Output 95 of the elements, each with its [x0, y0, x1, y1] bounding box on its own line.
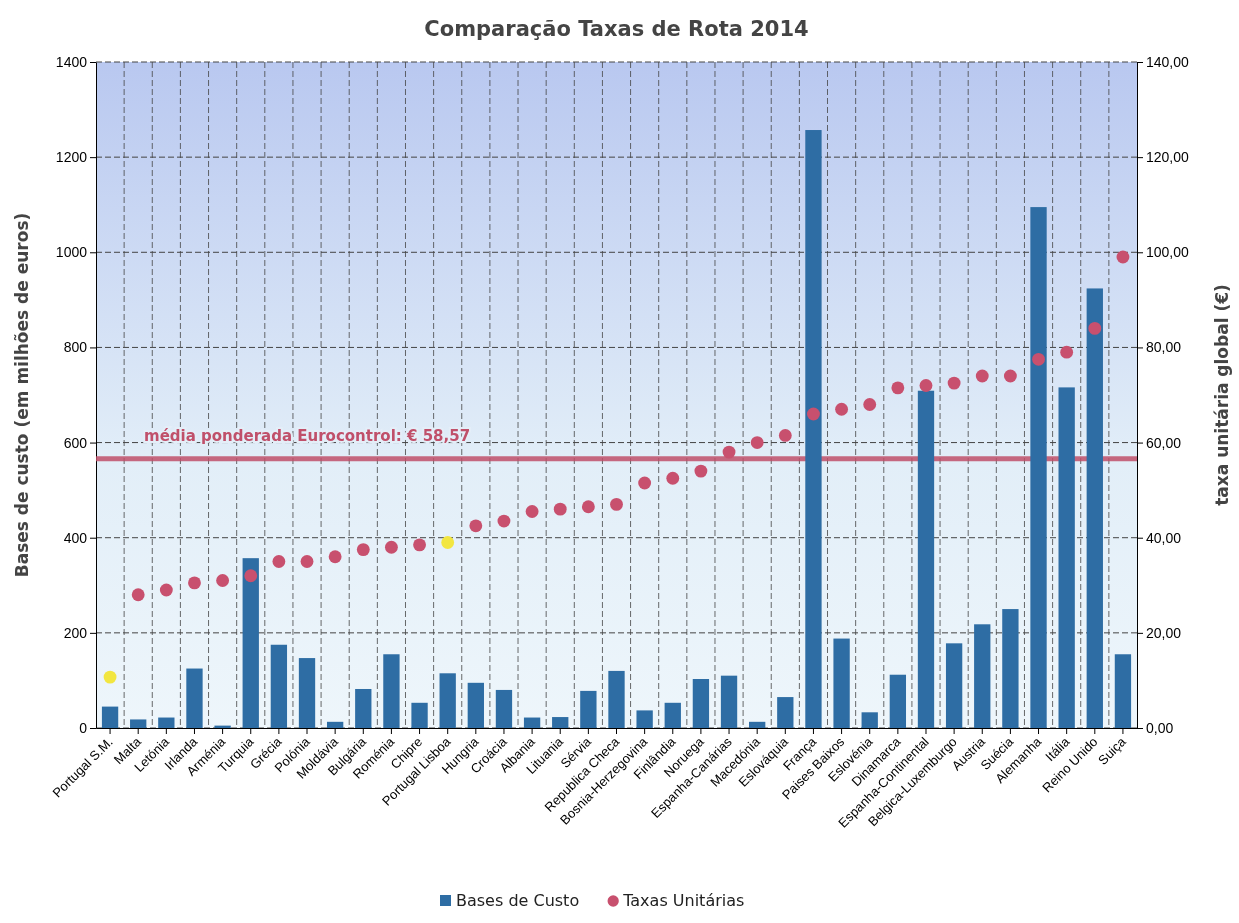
- bar: [833, 638, 850, 728]
- point: [581, 500, 595, 514]
- point: [328, 550, 342, 564]
- point: [975, 369, 989, 383]
- y2-tick-label: 0,00: [1146, 719, 1174, 736]
- bar: [467, 682, 484, 728]
- bar: [439, 673, 456, 728]
- point: [778, 429, 792, 442]
- point: [497, 514, 511, 528]
- point: [750, 436, 764, 449]
- bar: [270, 644, 288, 728]
- bar: [720, 675, 738, 728]
- y2-tick-label: 20,00: [1146, 624, 1182, 641]
- bar: [495, 689, 513, 728]
- y2-tick-label: 140,00: [1146, 53, 1190, 70]
- y-axis-title: Bases de custo (em milhões de euros): [12, 212, 32, 578]
- point: [413, 538, 426, 552]
- point: [891, 381, 905, 395]
- bar: [692, 679, 710, 728]
- bar: [917, 390, 935, 728]
- bar: [523, 717, 541, 728]
- y-tick-label: 400: [63, 529, 88, 546]
- bar: [186, 668, 203, 728]
- point: [553, 502, 567, 516]
- point: [919, 379, 933, 392]
- point: [835, 402, 849, 416]
- ref-line-label: média ponderada Eurocontrol: € 58,57: [144, 426, 471, 445]
- point: [1060, 345, 1074, 359]
- bar: [158, 717, 175, 728]
- bar: [1114, 654, 1132, 728]
- point: [610, 497, 623, 511]
- y2-axis-title: taxa unitária global (€): [1212, 284, 1232, 506]
- bar: [945, 643, 963, 728]
- y-tick-label: 1400: [55, 53, 88, 70]
- bar: [1058, 387, 1075, 728]
- point: [300, 555, 314, 568]
- y2-tick-label: 60,00: [1146, 434, 1182, 451]
- bar: [411, 702, 428, 728]
- point: [244, 569, 258, 583]
- bar: [580, 690, 597, 728]
- bar: [889, 674, 907, 728]
- bar: [805, 130, 822, 728]
- point: [441, 536, 455, 549]
- point: [159, 583, 173, 597]
- point: [384, 540, 398, 554]
- point: [947, 376, 961, 390]
- y2-tick-label: 40,00: [1146, 529, 1182, 546]
- legend-label: Bases de Custo: [456, 891, 580, 910]
- bar: [974, 624, 991, 728]
- bar: [777, 697, 794, 728]
- bar: [242, 558, 259, 728]
- point: [103, 670, 117, 684]
- y2-tick-label: 120,00: [1146, 149, 1190, 166]
- point: [666, 471, 680, 485]
- point: [131, 588, 145, 602]
- bar: [552, 717, 569, 728]
- bar: [861, 712, 878, 728]
- point: [1116, 250, 1130, 264]
- y-tick-label: 0: [79, 719, 88, 736]
- point: [807, 407, 820, 421]
- bar: [383, 654, 400, 728]
- bar: [636, 710, 653, 728]
- point: [1088, 321, 1102, 335]
- point: [638, 476, 652, 490]
- bar: [749, 721, 766, 728]
- y-tick-label: 200: [63, 624, 88, 641]
- bar: [298, 658, 316, 728]
- bar: [130, 719, 147, 728]
- bar: [355, 688, 372, 728]
- y-tick-label: 800: [63, 339, 88, 356]
- bar: [1030, 207, 1047, 728]
- bar: [101, 706, 119, 728]
- y-tick-label: 600: [63, 434, 88, 451]
- y2-tick-label: 100,00: [1146, 244, 1190, 261]
- chart-title: Comparação Taxas de Rota 2014: [424, 17, 809, 41]
- bar: [664, 702, 681, 728]
- point: [722, 445, 736, 459]
- y-tick-label: 1200: [55, 149, 88, 166]
- point: [863, 398, 877, 411]
- point: [525, 505, 539, 518]
- point: [272, 555, 286, 568]
- point: [469, 519, 483, 533]
- bar: [326, 721, 344, 728]
- y2-tick-label: 80,00: [1146, 339, 1182, 356]
- point: [694, 464, 708, 478]
- point: [216, 574, 230, 587]
- legend-label: Taxas Unitárias: [622, 891, 745, 910]
- bar: [1086, 288, 1103, 728]
- point: [1003, 369, 1017, 383]
- bar: [1002, 609, 1019, 728]
- y-tick-label: 1000: [55, 244, 88, 261]
- point: [356, 543, 370, 557]
- point: [1032, 352, 1045, 366]
- point: [188, 576, 201, 590]
- bar: [608, 670, 625, 728]
